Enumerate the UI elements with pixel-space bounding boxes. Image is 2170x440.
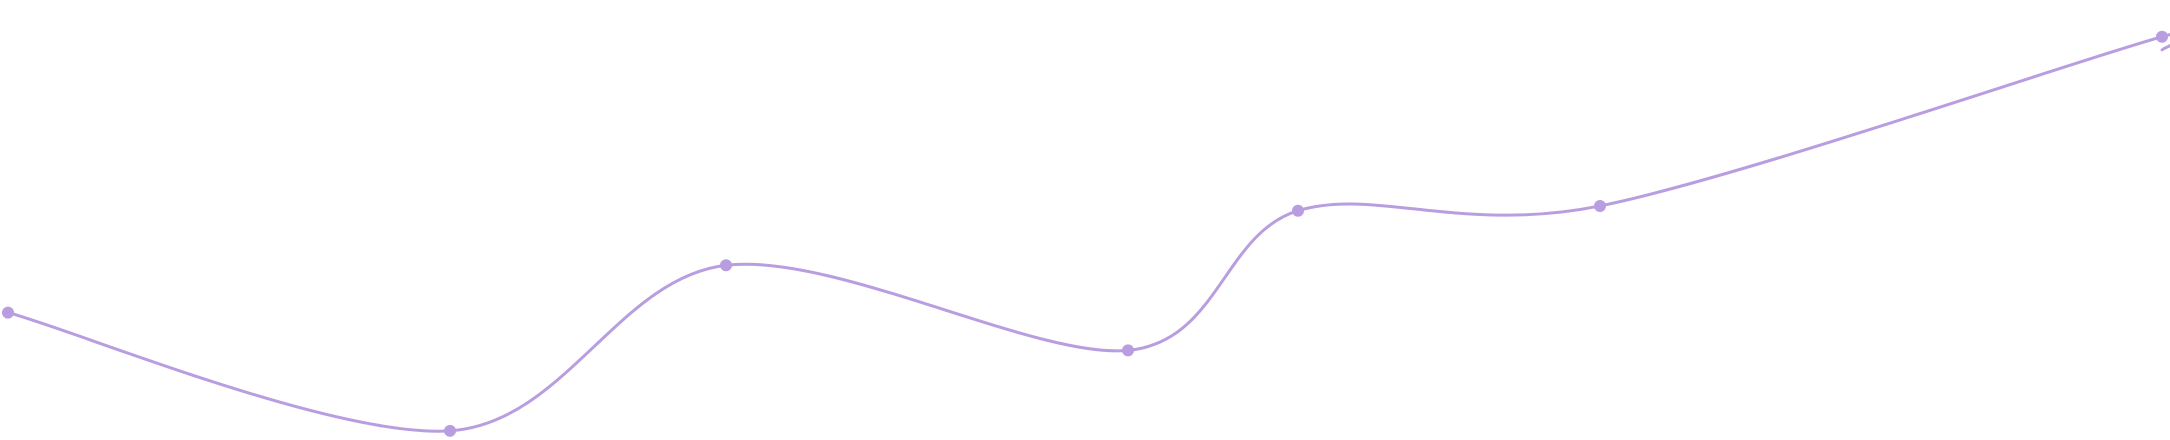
series-line bbox=[6, 33, 2170, 433]
series-layer bbox=[6, 33, 2170, 433]
data-point bbox=[1594, 199, 1606, 212]
data-point bbox=[1292, 204, 1304, 217]
data-point bbox=[444, 424, 456, 437]
data-point bbox=[2156, 30, 2168, 43]
data-point bbox=[720, 259, 732, 272]
data-point bbox=[2, 306, 14, 319]
data-point bbox=[1122, 344, 1134, 357]
marker-layer bbox=[2, 30, 2168, 437]
